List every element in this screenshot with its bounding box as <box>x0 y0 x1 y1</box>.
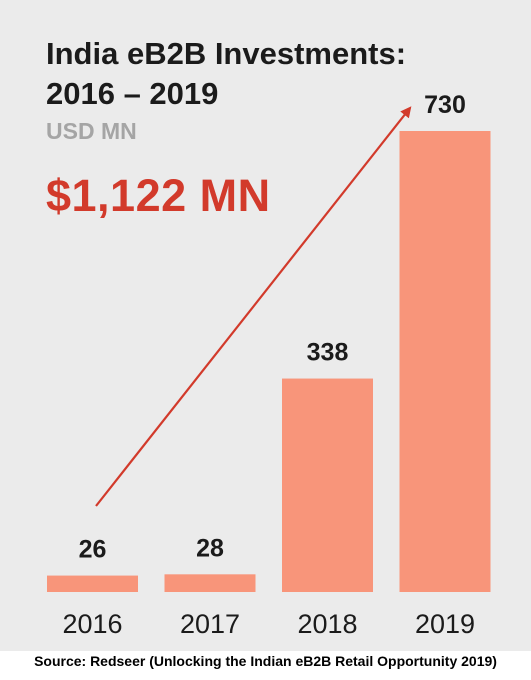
source-note: Source: Redseer (Unlocking the Indian eB… <box>34 653 497 669</box>
bar-2018 <box>282 378 373 592</box>
bar-2019 <box>399 131 491 592</box>
data-label-2017: 28 <box>196 534 224 562</box>
x-tick-label-2016: 2016 <box>62 609 122 639</box>
data-label-2016: 26 <box>79 536 107 564</box>
data-label-2019: 730 <box>424 91 466 119</box>
chart-title-line-1: India eB2B Investments: <box>46 36 407 71</box>
bar-chart: 26 2016 28 2017 338 2018 730 2019 <box>47 91 491 639</box>
chart-title: India eB2B Investments: 2016 – 2019 <box>46 34 486 114</box>
chart-title-line-2: 2016 – 2019 <box>46 76 219 111</box>
trend-arrow <box>95 106 412 507</box>
x-tick-label-2019: 2019 <box>415 609 475 639</box>
bar-2016 <box>47 575 138 592</box>
total-investment-label: $1,122 MN <box>46 170 271 221</box>
x-tick-label-2017: 2017 <box>180 609 240 639</box>
bar-2017 <box>164 574 256 592</box>
x-tick-label-2018: 2018 <box>297 609 357 639</box>
unit-label: USD MN <box>46 118 137 144</box>
data-label-2018: 338 <box>307 339 349 367</box>
